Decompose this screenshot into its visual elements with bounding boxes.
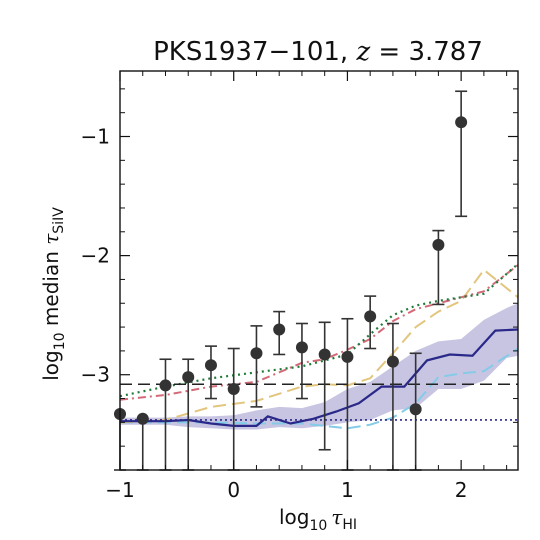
data-point: [341, 350, 354, 363]
y-axis-label-mid: median: [39, 245, 63, 333]
x-axis-label-symbol: τ: [331, 505, 343, 529]
line-dashed-light-blue: [120, 347, 518, 430]
x-tick-label: 1: [341, 478, 354, 502]
data-point-group: [318, 321, 331, 451]
data-point: [364, 310, 377, 323]
x-tick-label: −1: [105, 478, 134, 502]
data-point: [204, 359, 217, 372]
y-axis-label-symbol: τ: [39, 233, 63, 245]
y-axis-label-prefix: log: [39, 350, 63, 381]
data-point: [182, 371, 195, 384]
reference-lines: [120, 383, 518, 421]
x-axis-label-base: 10: [309, 518, 327, 534]
line-dashed-gold: [120, 268, 518, 424]
band-area: [120, 303, 518, 430]
data-point-group: [227, 347, 240, 471]
chart-title-value: = 3.787: [370, 37, 483, 67]
axes-frame: [119, 70, 519, 471]
y-axis-label: log10 median τSiIV: [39, 207, 68, 381]
chart-title-object: PKS1937−101,: [153, 37, 356, 67]
data-point-group: [273, 310, 286, 356]
data-point-group: [204, 345, 217, 400]
data-point-group: [159, 358, 172, 471]
data-point: [409, 403, 422, 416]
x-axis-label-subscript: HI: [342, 517, 357, 533]
y-tick-label: −2: [81, 244, 110, 268]
y-tick-label: −1: [81, 125, 110, 149]
data-point-group: [364, 295, 377, 350]
uncertainty-band: [120, 303, 518, 430]
chart-title: PKS1937−101, z = 3.787: [153, 37, 483, 67]
axis-ticks: −1 0 1 2 −3 −2 −1: [81, 71, 518, 502]
data-point: [386, 355, 399, 368]
y-axis-label-subscript: SiIV: [51, 207, 67, 234]
data-point: [159, 379, 172, 392]
data-point-group: [136, 412, 149, 471]
data-point: [455, 116, 468, 129]
data-point: [318, 348, 331, 361]
x-axis-label-prefix: log: [279, 505, 310, 529]
data-point: [250, 347, 263, 360]
x-tick-label: 0: [227, 478, 240, 502]
line-dotted-green: [120, 263, 518, 398]
chart-title-variable: z: [355, 37, 370, 67]
data-point: [227, 383, 240, 396]
data-point-group: [432, 229, 445, 306]
plot-frame: [119, 70, 519, 471]
data-point: [136, 412, 149, 425]
data-point: [432, 238, 445, 251]
y-tick-label: −3: [81, 363, 110, 387]
data-point-group: [455, 90, 468, 218]
data-point: [273, 323, 286, 336]
data-point-group: [295, 322, 308, 400]
y-axis-label-base: 10: [52, 332, 68, 350]
x-tick-label: 2: [455, 478, 468, 502]
data-point-group: [250, 325, 263, 408]
x-axis-label: log10 τHI: [279, 505, 357, 534]
data-point: [295, 341, 308, 354]
